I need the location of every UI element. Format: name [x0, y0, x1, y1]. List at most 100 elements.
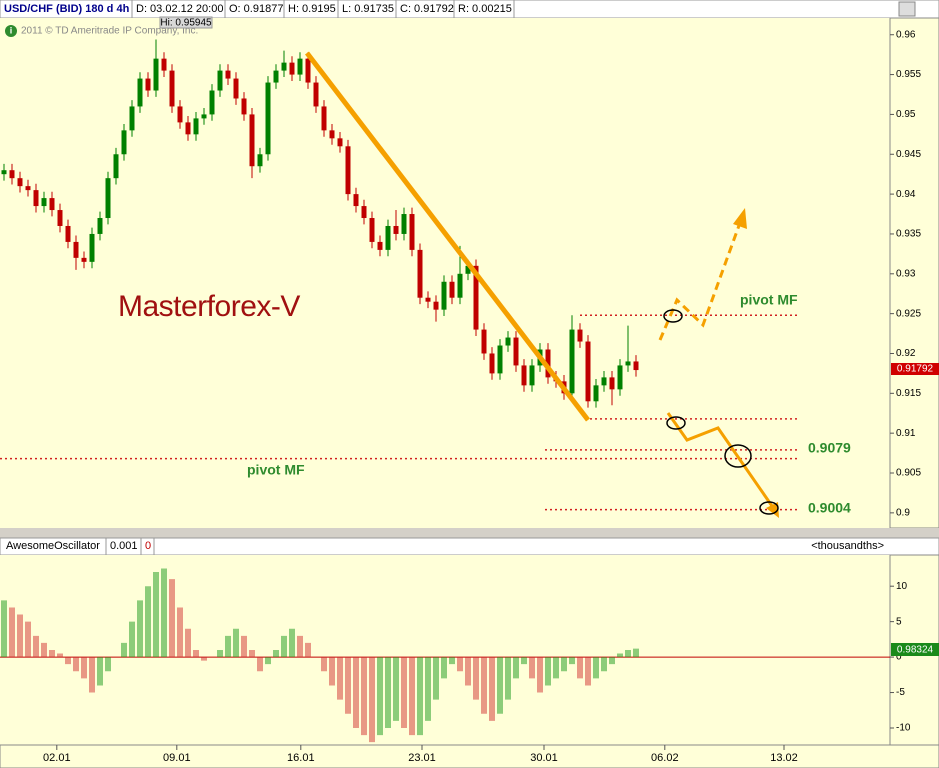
- print-button[interactable]: [898, 1, 916, 17]
- candle-body: [25, 186, 31, 191]
- candle-body: [121, 130, 127, 155]
- candle-body: [545, 349, 551, 378]
- candle-body: [585, 341, 591, 402]
- candle-body: [337, 138, 343, 147]
- candle-body: [49, 198, 55, 211]
- candle-body: [281, 62, 287, 71]
- header-open: O: 0.91877: [229, 3, 283, 15]
- osc-last-tag: [891, 643, 939, 656]
- circle-mark: [666, 416, 686, 430]
- candle-body: [177, 106, 183, 123]
- candle-body: [153, 58, 159, 91]
- candle-body: [201, 114, 207, 119]
- candle-body: [385, 225, 391, 250]
- candle-body: [633, 361, 639, 371]
- y-tick-label: 0.915: [896, 388, 921, 399]
- candle-body: [81, 257, 87, 262]
- candle-body: [497, 345, 503, 374]
- candle-body: [569, 329, 575, 394]
- y-tick-label: 0.96: [896, 29, 916, 40]
- pivot-label: pivot MF: [247, 462, 305, 478]
- x-tick-label: 06.02: [651, 752, 679, 764]
- candle-body: [513, 337, 519, 366]
- info-icon-glyph: i: [10, 25, 13, 35]
- y-tick-label: 0.955: [896, 69, 921, 80]
- candle-body: [369, 218, 375, 242]
- pivot-label: pivot MF: [740, 292, 798, 308]
- candle-body: [353, 194, 359, 207]
- candle-body: [473, 265, 479, 330]
- y-tick-label: 0.91: [896, 428, 916, 439]
- header-low: L: 0.91735: [342, 3, 394, 15]
- candle-body: [145, 78, 151, 91]
- last-price: 0.91792: [897, 364, 934, 375]
- candle-body: [65, 225, 71, 242]
- copyright: 2011 © TD Ameritrade IP Company, Inc.: [21, 26, 198, 37]
- candle-body: [249, 114, 255, 167]
- x-tick-label: 16.01: [287, 752, 315, 764]
- candle-body: [417, 249, 423, 298]
- watermark: Masterforex-V: [118, 290, 300, 323]
- candle-body: [529, 365, 535, 386]
- candle-body: [345, 146, 351, 195]
- candle-body: [601, 377, 607, 386]
- candle-body: [161, 58, 167, 71]
- x-tick-label: 09.01: [163, 752, 191, 764]
- candle-body: [329, 130, 335, 139]
- candle-body: [401, 214, 407, 234]
- candle-body: [433, 301, 439, 310]
- y-tick-label: 0.94: [896, 189, 916, 200]
- level-label: 0.9079: [808, 440, 851, 456]
- candle-body: [481, 329, 487, 354]
- candle-body: [321, 106, 327, 131]
- candle-body: [225, 70, 231, 79]
- osc-param: 0.001: [110, 540, 138, 552]
- x-tick-label: 30.01: [530, 752, 558, 764]
- candle-body: [377, 241, 383, 250]
- candle-body: [441, 281, 447, 310]
- trend-line: [305, 51, 590, 422]
- annotation-drawings: [305, 51, 779, 518]
- candle-body: [185, 122, 191, 135]
- candle-body: [97, 218, 103, 234]
- candle-body: [209, 90, 215, 115]
- candle-body: [617, 365, 623, 390]
- candle-body: [273, 70, 279, 83]
- header-range: R: 0.00215: [458, 3, 512, 15]
- y-tick-label: 0.925: [896, 308, 921, 319]
- candle-body: [113, 154, 119, 179]
- circle-mark: [663, 309, 683, 323]
- circle-mark: [759, 501, 779, 515]
- symbol: USD/CHF (BID) 180 d 4h: [4, 3, 130, 15]
- candle-body: [257, 154, 263, 167]
- forecast-up: [658, 219, 743, 341]
- candle-body: [41, 198, 47, 207]
- y-tick-label: 0.905: [896, 468, 921, 479]
- candle-body: [305, 58, 311, 83]
- hi-label-box: [159, 16, 213, 29]
- y-tick-label: 0.95: [896, 109, 916, 120]
- price-plot: [0, 18, 890, 528]
- x-tick-label: 02.01: [43, 752, 71, 764]
- candle-body: [409, 214, 415, 250]
- y-tick-label: 10: [896, 581, 908, 592]
- candle-body: [449, 281, 455, 298]
- y-tick-label: 5: [896, 616, 902, 627]
- osc-name: AwesomeOscillator: [6, 540, 100, 552]
- y-tick-label: 0.9: [896, 508, 910, 519]
- osc-last: 0.98324: [897, 645, 934, 656]
- candle-body: [33, 190, 39, 207]
- y-tick-label: 0.92: [896, 348, 916, 359]
- candle-body: [465, 265, 471, 274]
- info-icon[interactable]: [5, 25, 17, 37]
- candle-body: [521, 365, 527, 386]
- candle-body: [489, 353, 495, 374]
- y-tick-label: -10: [896, 723, 911, 734]
- candle-body: [105, 178, 111, 219]
- candle-body: [57, 210, 63, 226]
- candle-body: [609, 377, 615, 390]
- y-tick-label: 0.935: [896, 229, 921, 240]
- osc-param2: 0: [145, 540, 151, 552]
- candle-body: [89, 233, 95, 262]
